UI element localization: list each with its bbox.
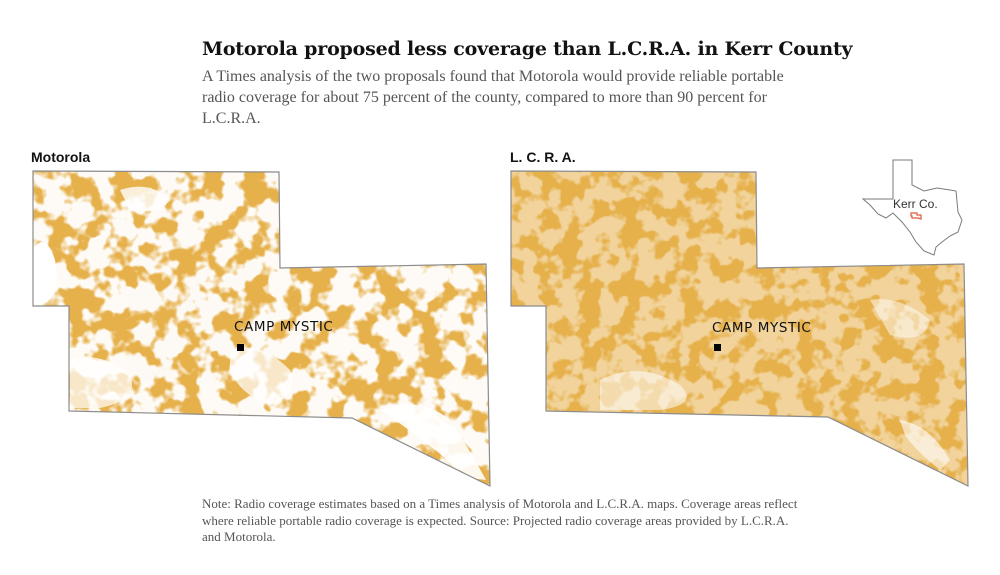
camp-mystic-marker-motorola bbox=[237, 344, 244, 351]
camp-mystic-label-motorola: CAMP MYSTIC bbox=[234, 319, 333, 335]
texas-inset-map: Kerr Co. bbox=[861, 159, 963, 256]
kerr-county-inset-label: Kerr Co. bbox=[893, 197, 938, 211]
camp-mystic-marker-lcra bbox=[714, 344, 721, 351]
county-outline-motorola bbox=[32, 170, 491, 487]
panel-label-motorola: Motorola bbox=[31, 149, 91, 165]
county-outline-lcra bbox=[510, 170, 969, 487]
chart-title: Motorola proposed less coverage than L.C… bbox=[202, 38, 853, 60]
texas-outline bbox=[861, 159, 963, 256]
map-motorola: CAMP MYSTIC bbox=[32, 170, 491, 487]
kerr-county-highlight bbox=[910, 212, 922, 220]
chart-note: Note: Radio coverage estimates based on … bbox=[202, 496, 798, 544]
camp-mystic-label-lcra: CAMP MYSTIC bbox=[712, 320, 811, 336]
chart-subtitle: A Times analysis of the two proposals fo… bbox=[202, 68, 784, 127]
panel-label-lcra: L. C. R. A. bbox=[510, 149, 576, 165]
